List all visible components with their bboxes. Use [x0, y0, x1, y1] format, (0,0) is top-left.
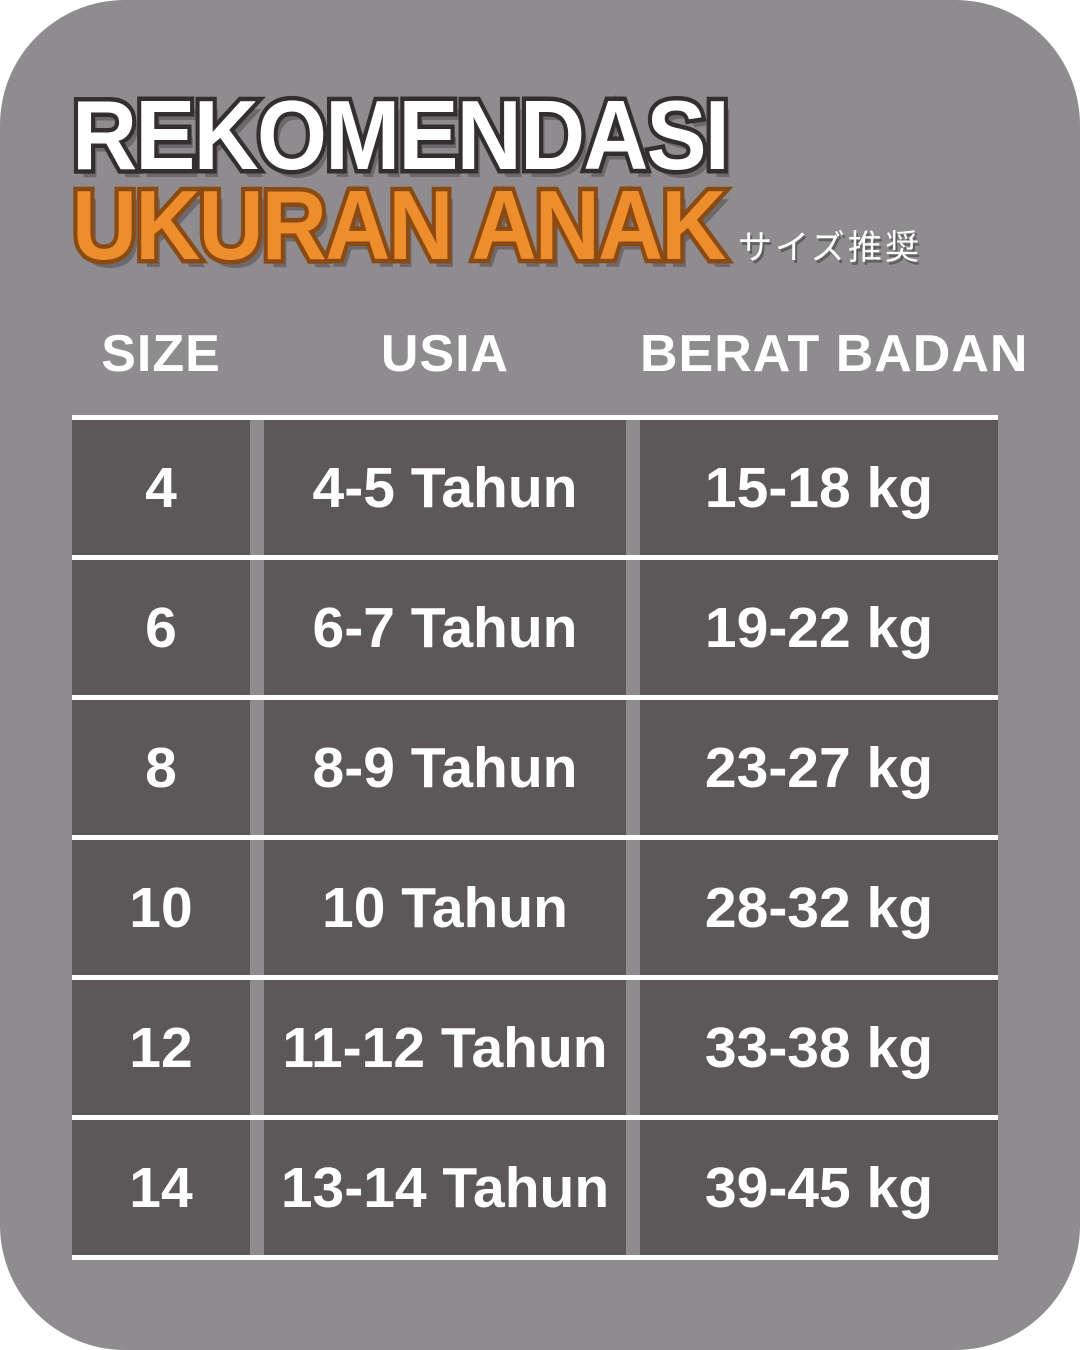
- size-cell: 12: [72, 980, 250, 1115]
- age-cell: 6-7 Tahun: [264, 560, 626, 695]
- weight-cell: 19-22 kg: [640, 560, 998, 695]
- subtitle-japanese: サイズ推奨: [738, 229, 922, 267]
- table-row: 8 8-9 Tahun 23-27 kg: [72, 700, 998, 840]
- table-row: 6 6-7 Tahun 19-22 kg: [72, 560, 998, 700]
- weight-cell: 15-18 kg: [640, 420, 998, 555]
- size-cell: 10: [72, 840, 250, 975]
- age-cell: 4-5 Tahun: [264, 420, 626, 555]
- age-cell: 8-9 Tahun: [264, 700, 626, 835]
- weight-cell: 28-32 kg: [640, 840, 998, 975]
- age-cell: 13-14 Tahun: [264, 1120, 626, 1255]
- column-header-usia: USIA: [380, 325, 510, 383]
- column-header-size: SIZE: [101, 325, 221, 383]
- page-title-line1: REKOMENDASI: [72, 86, 730, 184]
- column-header-berat: BERAT BADAN: [640, 325, 1029, 383]
- table-row: 14 13-14 Tahun 39-45 kg: [72, 1120, 998, 1260]
- table-row: 4 4-5 Tahun 15-18 kg: [72, 420, 998, 560]
- age-cell: 11-12 Tahun: [264, 980, 626, 1115]
- size-cell: 4: [72, 420, 250, 555]
- size-table: 4 4-5 Tahun 15-18 kg 6 6-7 Tahun 19-22 k…: [72, 415, 998, 1260]
- age-cell: 10 Tahun: [264, 840, 626, 975]
- size-cell: 14: [72, 1120, 250, 1255]
- table-row: 10 10 Tahun 28-32 kg: [72, 840, 998, 980]
- weight-cell: 23-27 kg: [640, 700, 998, 835]
- table-row: 12 11-12 Tahun 33-38 kg: [72, 980, 998, 1120]
- weight-cell: 39-45 kg: [640, 1120, 998, 1255]
- size-cell: 6: [72, 560, 250, 695]
- table-header-row: SIZE USIA BERAT BADAN: [72, 325, 1029, 383]
- weight-cell: 33-38 kg: [640, 980, 998, 1115]
- size-cell: 8: [72, 700, 250, 835]
- page-title-line2: UKURAN ANAK: [72, 176, 726, 274]
